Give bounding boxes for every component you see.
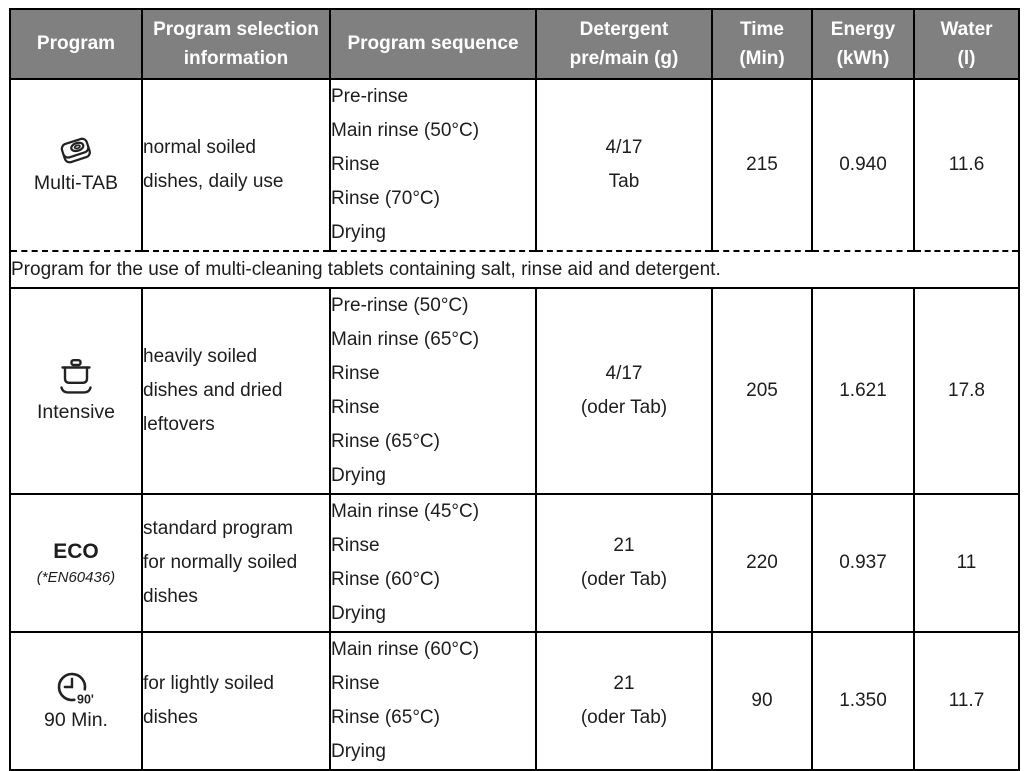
program-table: Program Program selection information Pr… — [9, 8, 1020, 771]
header-sequence: Program sequence — [329, 8, 537, 80]
program-cell-multi-tab: Multi-TAB — [9, 78, 143, 252]
header-water: Water (l) — [913, 8, 1020, 80]
header-row: Program Program selection information Pr… — [9, 8, 1020, 80]
energy-cell: 1.621 — [811, 287, 915, 495]
detergent-cell: 21 (oder Tab) — [535, 631, 713, 771]
sequence-cell: Main rinse (45°C) Rinse Rinse (60°C) Dry… — [329, 493, 537, 633]
program-label: 90 Min. — [44, 708, 108, 731]
info-cell: normal soiled dishes, daily use — [141, 78, 331, 252]
info-cell: for lightly soiled dishes — [141, 631, 331, 771]
table-row-90min: 90' 90 Min. for lightly soiled dishes Ma… — [9, 631, 1020, 771]
time-cell: 90 — [711, 631, 813, 771]
header-selection-info: Program selection information — [141, 8, 331, 80]
header-program: Program — [9, 8, 143, 80]
time-cell: 215 — [711, 78, 813, 252]
header-energy: Energy (kWh) — [811, 8, 915, 80]
clock-badge-text: 90' — [77, 692, 94, 706]
water-cell: 11.7 — [913, 631, 1020, 771]
detergent-cell: 4/17 Tab — [535, 78, 713, 252]
sequence-cell: Pre-rinse (50°C) Main rinse (65°C) Rinse… — [329, 287, 537, 495]
pot-icon — [60, 359, 92, 394]
table-row-eco: ECO (*EN60436) standard program for norm… — [9, 493, 1020, 633]
water-cell: 11 — [913, 493, 1020, 633]
energy-cell: 0.937 — [811, 493, 915, 633]
table-row-intensive: Intensive heavily soiled dishes and drie… — [9, 287, 1020, 495]
water-cell: 11.6 — [913, 78, 1020, 252]
program-label: ECO — [53, 540, 99, 564]
program-sublabel: (*EN60436) — [36, 568, 116, 586]
program-cell-90min: 90' 90 Min. — [9, 631, 143, 771]
clock-90-icon: 90' — [57, 672, 94, 706]
note-row: Program for the use of multi-cleaning ta… — [9, 250, 1020, 289]
note-text: Program for the use of multi-cleaning ta… — [9, 250, 1020, 289]
header-detergent: Detergent pre/main (g) — [535, 8, 713, 80]
time-cell: 220 — [711, 493, 813, 633]
energy-cell: 0.940 — [811, 78, 915, 252]
time-cell: 205 — [711, 287, 813, 495]
header-time: Time (Min) — [711, 8, 813, 80]
program-label: Intensive — [36, 401, 116, 423]
program-cell-eco: ECO (*EN60436) — [9, 493, 143, 633]
detergent-cell: 4/17 (oder Tab) — [535, 287, 713, 495]
program-cell-intensive: Intensive — [9, 287, 143, 495]
table-row-multi-tab: Multi-TAB normal soiled dishes, daily us… — [9, 78, 1020, 252]
energy-cell: 1.350 — [811, 631, 915, 771]
detergent-cell: 21 (oder Tab) — [535, 493, 713, 633]
info-cell: standard program for normally soiled dis… — [141, 493, 331, 633]
water-cell: 17.8 — [913, 287, 1020, 495]
program-label: Multi-TAB — [33, 172, 119, 194]
sequence-cell: Pre-rinse Main rinse (50°C) Rinse Rinse … — [329, 78, 537, 252]
sequence-cell: Main rinse (60°C) Rinse Rinse (65°C) Dry… — [329, 631, 537, 771]
info-cell: heavily soiled dishes and dried leftover… — [141, 287, 331, 495]
multi-tab-icon — [60, 137, 91, 164]
